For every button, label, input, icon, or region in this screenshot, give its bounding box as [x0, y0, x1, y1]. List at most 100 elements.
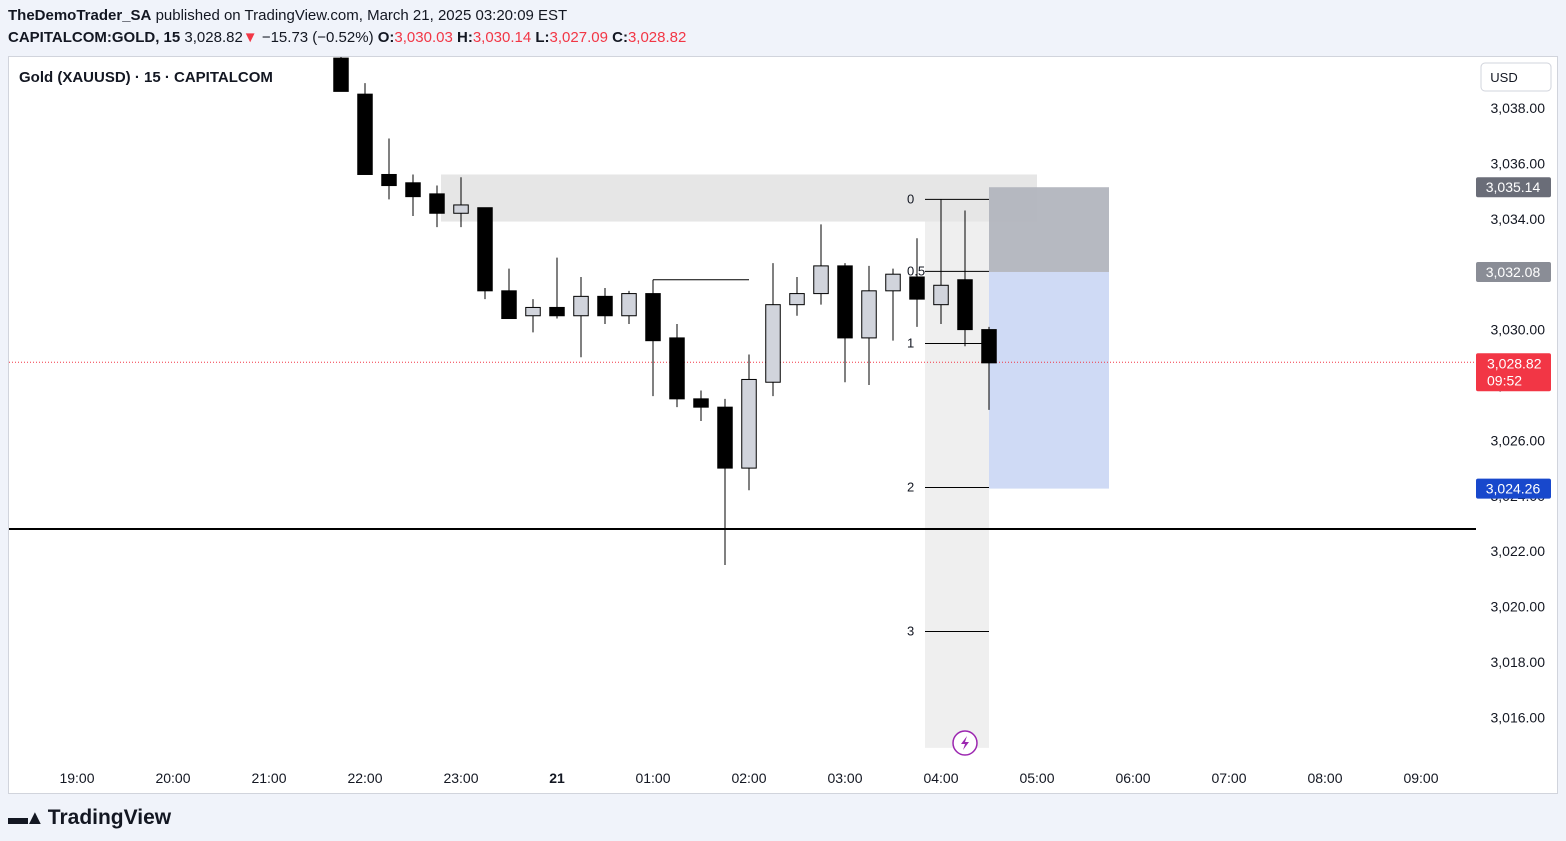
- candle-body: [717, 406, 733, 469]
- change-value: −15.73 (−0.52%): [261, 29, 374, 46]
- supply-zone[interactable]: [441, 174, 1037, 222]
- candle-body: [957, 279, 973, 331]
- y-tick-label: 3,016.00: [1491, 709, 1546, 725]
- bar-countdown-text: 09:52: [1487, 372, 1522, 388]
- high-label: H:: [456, 29, 473, 46]
- legend-bg: [13, 65, 291, 87]
- candle[interactable]: [597, 288, 613, 325]
- price-label-text: 3,035.14: [1486, 179, 1541, 195]
- x-tick-label: 09:00: [1403, 770, 1438, 786]
- fib-level-label: 3: [907, 624, 914, 639]
- legend-title[interactable]: Gold (XAUUSD) · 15 · CAPITALCOM: [19, 69, 273, 86]
- x-tick-label: 22:00: [347, 770, 382, 786]
- x-tick-label: 21:00: [251, 770, 286, 786]
- candle[interactable]: [693, 390, 709, 422]
- last-value: 3,028.82: [184, 29, 243, 46]
- x-tick-label: 02:00: [731, 770, 766, 786]
- candle[interactable]: [501, 268, 517, 320]
- chart-frame[interactable]: 0 0.5 1 2 3 3,016.00 3,018.00 3,020.00 3,022.00 3…: [8, 56, 1558, 794]
- candle[interactable]: [357, 83, 373, 175]
- price-label-tag[interactable]: [1476, 478, 1551, 499]
- price-label-tag[interactable]: [1476, 177, 1551, 198]
- fib-extension-box[interactable]: [925, 199, 989, 748]
- take-profit-zone[interactable]: [989, 271, 1109, 489]
- candle-body: [789, 293, 805, 306]
- candle[interactable]: [789, 276, 805, 316]
- candle-body: [693, 398, 709, 408]
- open-label: O:: [377, 29, 395, 46]
- last-price-tag[interactable]: [1476, 353, 1551, 392]
- close-label: C:: [612, 29, 628, 46]
- tradingview-logo-icon: ▬▲: [8, 806, 45, 829]
- candle[interactable]: [477, 207, 493, 300]
- author-name[interactable]: TheDemoTrader_SA: [8, 7, 152, 24]
- candle[interactable]: [549, 257, 565, 319]
- x-tick-label: 21: [549, 770, 565, 786]
- candle-body: [933, 284, 949, 306]
- stop-loss-zone[interactable]: [989, 187, 1109, 272]
- x-tick-label: 06:00: [1115, 770, 1150, 786]
- candle-body: [573, 295, 589, 317]
- change-arrow-icon: ▼: [242, 29, 258, 46]
- candle-body: [597, 295, 613, 317]
- y-tick-label: 3,030.00: [1491, 322, 1546, 338]
- currency-button[interactable]: [1480, 62, 1552, 92]
- candle[interactable]: [573, 276, 589, 358]
- publish-line: TheDemoTrader_SA published on TradingVie…: [8, 6, 567, 26]
- price-label-text: 3,024.26: [1486, 481, 1541, 497]
- fib-level-label: 1: [907, 335, 914, 350]
- y-tick-label: 3,026.00: [1491, 432, 1546, 448]
- candle[interactable]: [933, 274, 949, 325]
- candle[interactable]: [405, 174, 421, 217]
- x-tick-label: 07:00: [1211, 770, 1246, 786]
- candle[interactable]: [717, 398, 733, 566]
- candle[interactable]: [381, 138, 397, 200]
- candle-body: [429, 193, 445, 214]
- candle-body: [981, 329, 997, 364]
- price-label-tag[interactable]: [1476, 261, 1551, 282]
- candle-body: [501, 290, 517, 320]
- y-tick-label: 3,038.00: [1491, 100, 1546, 116]
- candle[interactable]: [765, 263, 781, 397]
- y-tick-label: 3,022.00: [1491, 543, 1546, 559]
- candle[interactable]: [885, 268, 901, 341]
- x-tick-label: 23:00: [443, 770, 478, 786]
- currency-label: USD: [1490, 70, 1517, 85]
- y-tick-label: 3,034.00: [1491, 211, 1546, 227]
- candle[interactable]: [621, 290, 637, 325]
- low-label: L:: [535, 29, 550, 46]
- candle-body: [645, 293, 661, 342]
- candle-body: [909, 276, 925, 300]
- candle-body: [861, 290, 877, 339]
- candle[interactable]: [525, 299, 541, 333]
- candle[interactable]: [813, 224, 829, 305]
- candle-body: [333, 57, 349, 92]
- candle-body: [741, 378, 757, 469]
- candle[interactable]: [837, 263, 853, 383]
- candle[interactable]: [861, 265, 877, 385]
- candle[interactable]: [333, 57, 349, 92]
- open-value: 3,030.03: [394, 29, 453, 46]
- candle[interactable]: [453, 177, 469, 228]
- candle-body: [621, 293, 637, 317]
- candle-body: [885, 273, 901, 292]
- candle[interactable]: [741, 354, 757, 491]
- candle[interactable]: [669, 324, 685, 408]
- x-tick-label: 05:00: [1019, 770, 1054, 786]
- high-value: 3,030.14: [472, 29, 532, 46]
- candle[interactable]: [909, 238, 925, 327]
- candle[interactable]: [645, 279, 661, 397]
- price-chart[interactable]: 0 0.5 1 2 3 3,016.00 3,018.00 3,020.00 3,022.00 3…: [9, 57, 1557, 793]
- candle-body: [525, 306, 541, 317]
- footer-brand[interactable]: ▬▲ TradingView: [8, 806, 171, 830]
- ohlc-line: CAPITALCOM:GOLD, 15 3,028.82▼ −15.73 (−0…: [8, 28, 686, 48]
- y-tick-label: 3,018.00: [1491, 654, 1546, 670]
- candle[interactable]: [957, 210, 973, 347]
- price-label-text: 3,032.08: [1486, 264, 1541, 280]
- candle-body: [837, 265, 853, 339]
- last-price-text: 3,028.82: [1487, 355, 1542, 371]
- candle[interactable]: [429, 185, 445, 228]
- candle[interactable]: [981, 326, 997, 410]
- published-text: published on TradingView.com, March 21, …: [155, 7, 568, 24]
- low-value: 3,027.09: [549, 29, 608, 46]
